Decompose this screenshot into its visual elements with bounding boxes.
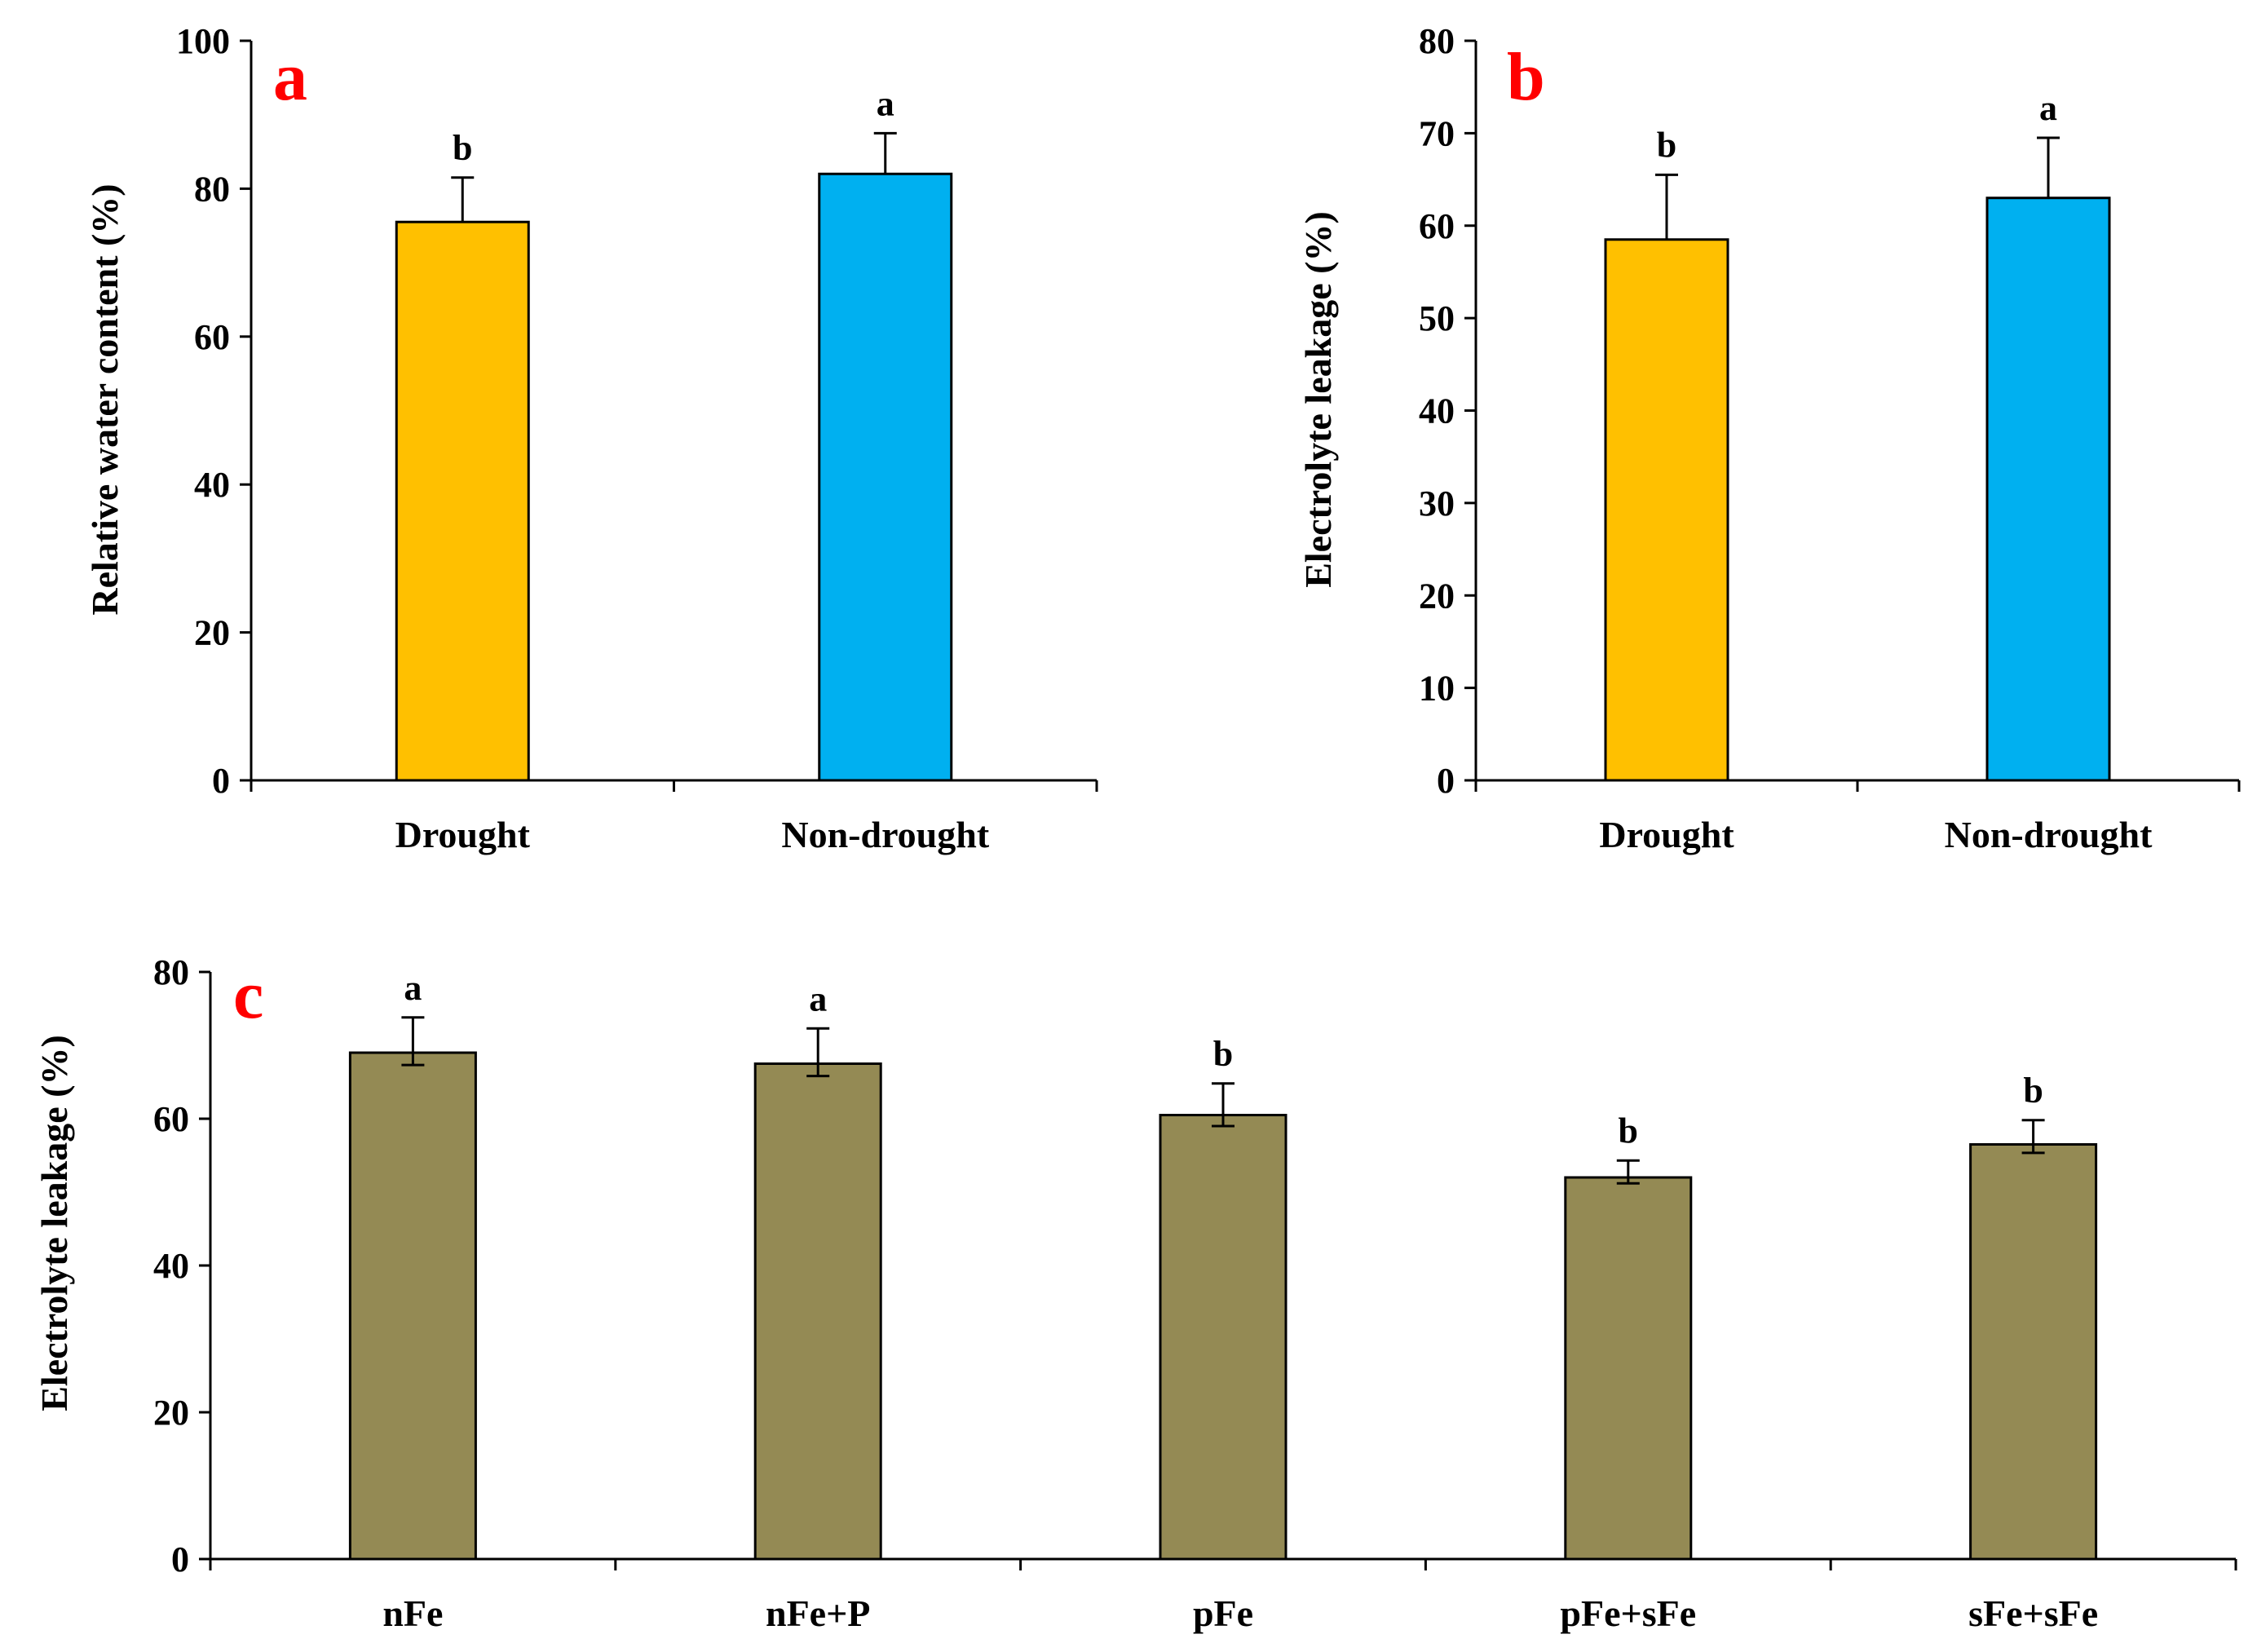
significance-label: b	[1213, 1034, 1233, 1074]
bar	[1604, 238, 1729, 782]
y-axis-label: Electrolyte leakage (%)	[33, 1035, 75, 1411]
significance-label: a	[404, 968, 422, 1008]
significance-label: a	[809, 978, 827, 1018]
bar	[818, 172, 953, 782]
bar	[395, 220, 530, 782]
significance-label: b	[2023, 1071, 2043, 1111]
y-tick-label: 30	[1419, 484, 1455, 523]
y-tick-label: 40	[194, 465, 230, 505]
significance-label: a	[877, 83, 894, 123]
bar	[1159, 1114, 1288, 1561]
x-category-label: Drought	[1599, 814, 1734, 855]
y-tick-label: 70	[1419, 113, 1455, 153]
y-tick-label: 60	[153, 1099, 189, 1139]
x-category-label: pFe	[1193, 1592, 1253, 1634]
bar	[1985, 197, 2111, 782]
significance-label: b	[1657, 125, 1676, 165]
panel-c: c Electrolyte leakage (%) 0 20 40 60 80 a nFe a…	[33, 952, 2237, 1634]
y-tick-label: 50	[1419, 298, 1455, 338]
x-category-label: Non-drought	[781, 814, 989, 855]
y-tick-label: 80	[153, 952, 189, 992]
x-category-label: pFe+sFe	[1560, 1592, 1696, 1634]
panel-letter: c	[233, 957, 263, 1033]
y-tick-label: 40	[153, 1246, 189, 1286]
y-axis-label: Electrolyte leakage (%)	[1297, 211, 1339, 588]
bar	[1564, 1176, 1693, 1561]
y-tick-label: 10	[1419, 669, 1455, 709]
x-category-label: nFe	[382, 1592, 443, 1634]
y-tick-label: 80	[194, 169, 230, 209]
x-category-label: Drought	[395, 814, 531, 855]
panel-a: a Relative water content (%) 0 20 40 60 80 10…	[84, 21, 1098, 855]
bar	[348, 1051, 477, 1561]
y-tick-label: 40	[1419, 391, 1455, 431]
x-category-label: Non-drought	[1945, 814, 2153, 855]
bar	[1969, 1143, 2098, 1561]
y-tick-label: 60	[194, 317, 230, 357]
y-tick-label: 0	[212, 761, 230, 801]
panel-letter: b	[1507, 39, 1545, 115]
panel-b: b Electrolyte leakage (%) 0 10 20 30 40 50 60 7…	[1297, 21, 2241, 855]
y-tick-label: 20	[1419, 576, 1455, 616]
y-tick-label: 80	[1419, 21, 1455, 61]
y-tick-label: 0	[171, 1539, 189, 1579]
y-axis-label: Relative water content (%)	[84, 183, 126, 615]
significance-label: b	[453, 128, 472, 168]
y-tick-label: 20	[153, 1393, 189, 1433]
significance-label: b	[1619, 1111, 1638, 1151]
y-tick-label: 0	[1437, 761, 1455, 801]
bar	[753, 1062, 882, 1561]
y-tick-label: 60	[1419, 206, 1455, 246]
y-tick-label: 100	[176, 21, 230, 61]
x-category-label: sFe+sFe	[1968, 1592, 2098, 1634]
significance-label: a	[2039, 88, 2057, 128]
y-tick-label: 20	[194, 613, 230, 653]
x-category-label: nFe+P	[766, 1592, 870, 1634]
panel-letter: a	[273, 39, 307, 115]
